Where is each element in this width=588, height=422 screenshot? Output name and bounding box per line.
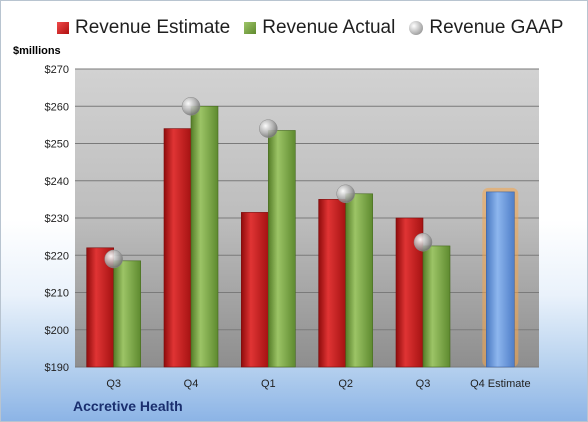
bar-revenue-actual [268, 130, 296, 368]
bar-forecast [486, 191, 515, 368]
x-tick-label: Q4 [184, 378, 199, 390]
y-tick-label: $210 [45, 288, 69, 300]
estimate-swatch-icon [57, 22, 69, 34]
marker-revenue-gaap [413, 232, 433, 252]
y-tick-label: $250 [45, 139, 69, 151]
bar-revenue-estimate [241, 212, 269, 368]
y-tick-label: $200 [45, 325, 69, 337]
y-tick-label: $260 [45, 101, 69, 113]
legend-label-estimate: Revenue Estimate [75, 17, 231, 38]
y-tick-label: $190 [45, 362, 69, 374]
gridlines [75, 68, 539, 368]
y-axis-unit-label: $millions [13, 45, 61, 57]
legend-item-gaap: Revenue GAAP [409, 17, 563, 39]
bar-revenue-estimate [163, 128, 192, 368]
marker-revenue-gaap [181, 97, 201, 116]
bars [86, 105, 519, 368]
company-name: Accretive Health [73, 398, 183, 414]
x-axis-ticks: Q3 Q4 Q1 Q2 Q3 Q4 Estimate [106, 378, 530, 390]
x-tick-label: Q4 Estimate [470, 378, 531, 390]
marker-revenue-gaap [104, 249, 123, 269]
gaap-swatch-icon [409, 21, 424, 35]
legend-label-actual: Revenue Actual [262, 17, 396, 38]
bar-revenue-actual [190, 105, 219, 368]
y-tick-label: $240 [45, 176, 69, 188]
legend-item-estimate: Revenue Estimate [57, 17, 230, 39]
gaap-markers [104, 97, 433, 269]
x-tick-label: Q2 [338, 378, 353, 390]
marker-revenue-gaap [336, 184, 355, 204]
y-tick-label: $270 [45, 64, 69, 76]
legend: Revenue Estimate Revenue Actual Revenue … [57, 17, 563, 39]
bar-revenue-actual [345, 193, 373, 368]
bar-revenue-estimate [318, 199, 346, 368]
bar-revenue-estimate [395, 217, 424, 368]
y-tick-label: $230 [45, 213, 69, 225]
y-tick-label: $220 [45, 250, 69, 262]
legend-label-gaap: Revenue GAAP [429, 17, 564, 38]
marker-revenue-gaap [259, 119, 278, 138]
legend-item-actual: Revenue Actual [244, 17, 395, 39]
actual-swatch-icon [244, 22, 257, 34]
x-tick-label: Q3 [106, 378, 121, 390]
y-axis-ticks: $190 $200 $210 $220 $230 $240 $250 $260 $270 [45, 64, 69, 374]
x-tick-label: Q3 [416, 378, 431, 390]
x-tick-label: Q1 [261, 378, 276, 390]
bar-revenue-actual [422, 245, 451, 368]
bar-revenue-actual [113, 260, 141, 368]
bar-revenue-estimate [86, 247, 114, 368]
